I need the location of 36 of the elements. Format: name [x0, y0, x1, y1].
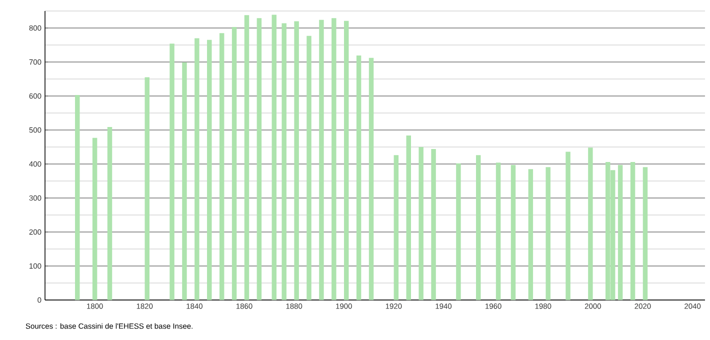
bar [510, 165, 516, 300]
bar [92, 138, 98, 300]
bar [294, 21, 299, 300]
bar [418, 147, 424, 300]
bar [332, 18, 336, 300]
bar [368, 58, 374, 300]
bar [496, 162, 501, 300]
bar [232, 26, 237, 300]
bar [107, 126, 112, 300]
bar [394, 155, 399, 300]
bar [546, 167, 550, 300]
bar [476, 155, 481, 300]
bar [170, 44, 174, 300]
bar [219, 33, 224, 300]
bar [356, 56, 362, 300]
bar [182, 62, 187, 300]
bar [406, 135, 411, 300]
bar [272, 14, 277, 300]
bar [306, 36, 312, 300]
bar [207, 40, 212, 300]
bar [456, 163, 461, 300]
bar [588, 148, 593, 300]
bar [194, 38, 200, 300]
bar [618, 165, 623, 300]
bar [431, 149, 436, 300]
bar [282, 23, 286, 300]
bar [630, 162, 636, 300]
bar [566, 152, 570, 300]
bar [319, 20, 324, 300]
bar [344, 20, 349, 300]
bar [244, 15, 250, 300]
bar [528, 169, 534, 300]
bar [642, 167, 648, 300]
bar [144, 77, 150, 300]
bar [256, 18, 262, 300]
bar [75, 94, 80, 300]
